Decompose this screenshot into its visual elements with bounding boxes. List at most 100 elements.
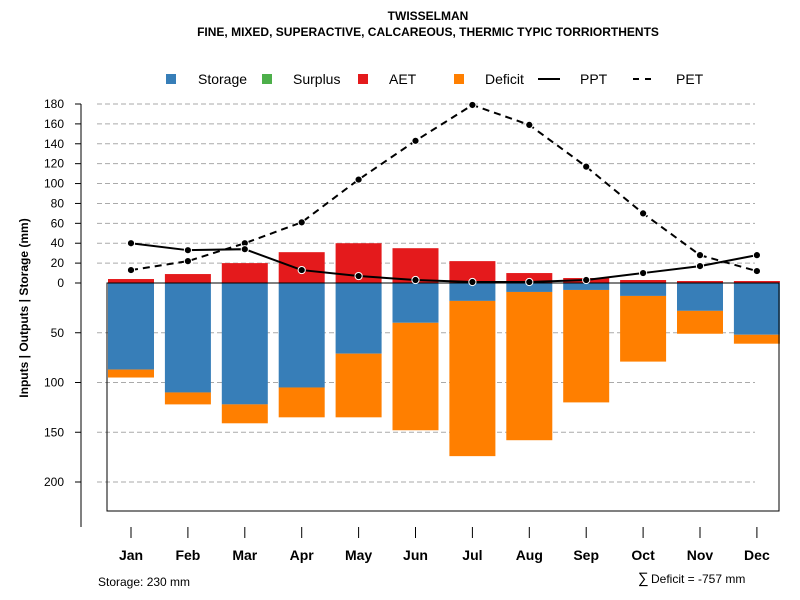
bar-deficit-feb [164,392,211,405]
bar-storage-mar [221,283,268,405]
pet-point-sep [582,162,591,171]
bar-deficit-jul [449,300,496,457]
x-axis: Jan Feb Mar Apr May Jun Jul Aug Sep Oct Nov Dec [119,527,770,563]
bar-aet-feb [164,274,211,283]
ppt-point-feb [183,246,192,255]
bar-aet-dec [733,281,780,283]
pet-point-aug [525,120,534,129]
x-tick-label-may: May [345,547,372,563]
y-tick-label: 100 [44,376,64,390]
lines [126,100,762,287]
bar-deficit-may [335,353,382,418]
legend-label-surplus: Surplus [293,71,340,87]
gridlines [97,103,755,483]
y-tick-label: 150 [44,425,64,439]
x-tick-label-mar: Mar [232,547,257,563]
y-tick-label: 40 [51,236,65,250]
y-tick-label: 0 [57,276,64,290]
bar-deficit-dec [733,334,780,344]
y-tick-label: 140 [44,137,64,151]
y-tick-label: 60 [51,216,65,230]
legend-label-ppt: PPT [580,71,608,87]
legend-swatch-deficit [454,74,464,84]
bar-aet-oct [620,280,667,283]
pet-point-jul [468,100,477,110]
legend-label-deficit: Deficit [485,71,524,87]
bar-storage-nov [677,283,723,311]
legend-label-pet: PET [676,71,704,87]
y-tick-label: 100 [44,177,64,191]
bar-deficit-jun [392,322,439,431]
bar-storage-feb [164,283,211,393]
x-tick-label-oct: Oct [631,547,655,563]
bar-aet-jan [108,279,154,283]
bars [108,243,780,457]
pet-point-dec [752,266,762,276]
y-tick-label: 80 [51,196,65,210]
x-tick-label-feb: Feb [175,547,200,563]
pet-point-oct [639,209,648,218]
bar-deficit-apr [278,387,325,418]
y-tick-label: 200 [44,475,64,489]
storage-note: Storage: 230 mm [98,575,190,589]
bar-aet-mar [221,263,268,283]
chart-title: TWISSELMAN [388,9,469,23]
x-tick-label-dec: Dec [744,547,770,563]
bar-storage-aug [506,283,553,292]
pet-point-may [354,175,363,184]
x-tick-label-apr: Apr [290,547,315,563]
legend-swatch-aet [358,74,368,84]
y-axis-label: Inputs | Outputs | Storage (mm) [17,218,31,397]
ppt-point-dec [752,251,762,260]
bar-deficit-aug [506,291,553,441]
deficit-note: Deficit = -757 mm [651,572,745,586]
ppt-point-jul [468,277,477,287]
chart-subtitle: FINE, MIXED, SUPERACTIVE, CALCAREOUS, TH… [197,25,659,39]
bar-deficit-jan [108,369,154,378]
bar-aet-jul [449,261,496,283]
bar-storage-sep [563,283,610,290]
bar-storage-dec [733,283,780,335]
ppt-point-apr [297,265,306,275]
bar-storage-may [335,283,382,354]
ppt-point-nov [695,261,705,271]
legend-label-aet: AET [389,71,417,87]
pet-point-jan [126,265,136,275]
y-tick-label: 120 [44,157,64,171]
x-tick-label-jun: Jun [403,547,428,563]
legend-swatch-surplus [262,74,272,84]
legend-label-storage: Storage [198,71,247,87]
legend-swatch-storage [166,74,176,84]
bar-deficit-sep [563,289,610,403]
bar-storage-jun [392,283,439,323]
pet-line [130,103,758,273]
x-tick-label-jul: Jul [462,547,482,563]
bar-storage-jan [108,283,154,370]
pet-point-nov [695,251,705,260]
bar-storage-oct [620,283,667,296]
bar-storage-apr [278,283,325,388]
ppt-point-sep [582,275,591,285]
ppt-point-jun [411,275,420,285]
y-tick-label: 160 [44,117,64,131]
y-tick-label: 180 [44,97,64,111]
x-tick-label-nov: Nov [687,547,714,563]
bar-aet-nov [677,281,723,283]
ppt-point-jan [126,239,136,248]
ppt-point-may [354,271,363,281]
deficit-symbol: ∑ [638,570,649,587]
bar-deficit-mar [221,404,268,424]
y-tick-label: 20 [51,256,65,270]
ppt-point-aug [525,277,534,287]
bar-deficit-nov [677,310,723,334]
pet-point-apr [297,218,306,227]
x-tick-label-aug: Aug [516,547,543,563]
legend: Storage Surplus AET Deficit PPT PET [166,71,704,87]
x-tick-label-jan: Jan [119,547,143,563]
bar-storage-jul [449,283,496,301]
ppt-point-mar [240,245,249,254]
pet-point-feb [183,257,192,266]
ppt-point-oct [639,268,648,278]
